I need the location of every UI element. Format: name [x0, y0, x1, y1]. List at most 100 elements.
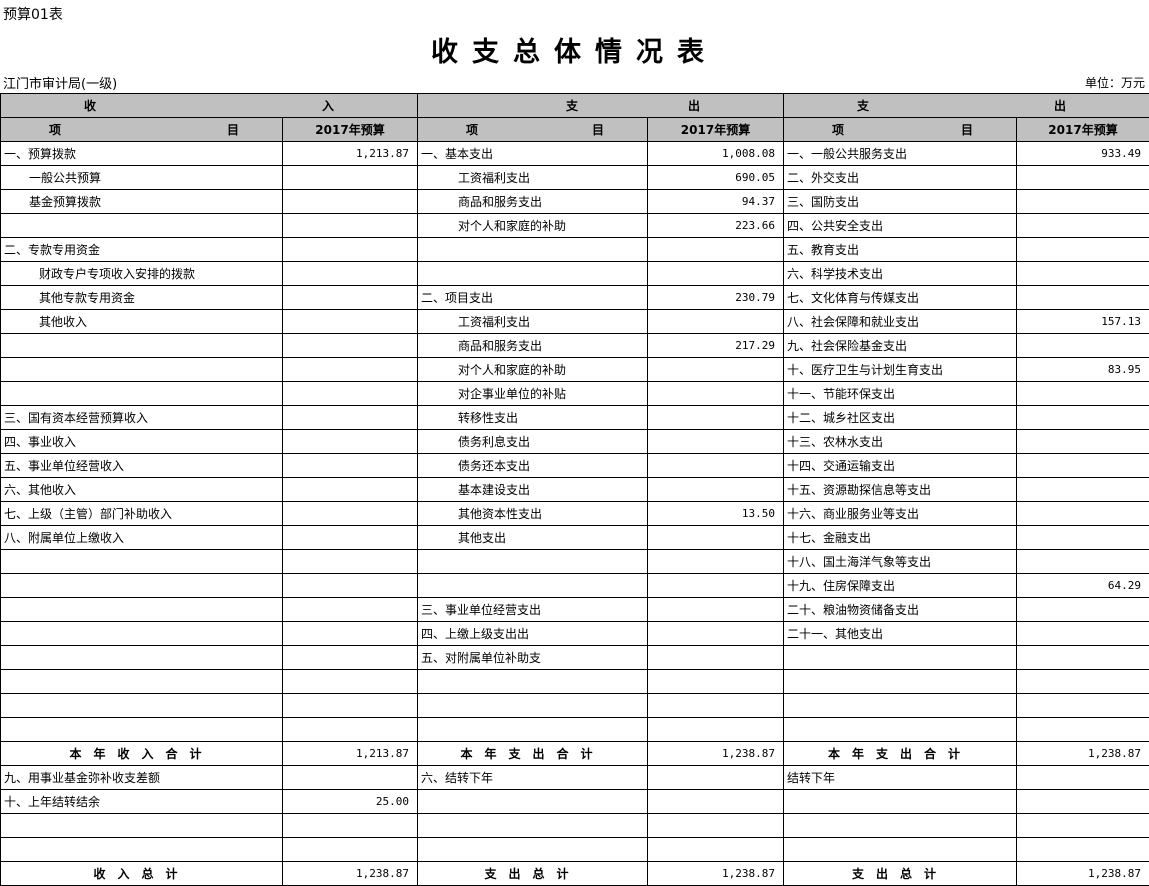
- item-label-cell: [418, 814, 648, 838]
- budget-value-cell: [648, 790, 784, 814]
- budget-value-cell: [283, 430, 418, 454]
- item-label-cell: 结转下年: [784, 766, 1017, 790]
- form-code: 预算01表: [3, 4, 63, 24]
- budget-value-cell: 157.13: [1017, 310, 1149, 334]
- budget-value-cell: [1017, 598, 1149, 622]
- budget-value-cell: 1,213.87: [283, 142, 418, 166]
- item-label-cell: 十、上年结转结余: [1, 790, 283, 814]
- budget-value-cell: [648, 406, 784, 430]
- table-row: 四、事业收入债务利息支出十三、农林水支出: [1, 430, 1149, 454]
- item-label-cell: [418, 574, 648, 598]
- item-label-cell: [1, 622, 283, 646]
- item-label-cell: 债务利息支出: [418, 430, 648, 454]
- item-label-cell: 工资福利支出: [418, 310, 648, 334]
- budget-value-cell: [648, 814, 784, 838]
- budget-value-cell: [648, 694, 784, 718]
- item-label-cell: 其他支出: [418, 526, 648, 550]
- item-label-cell: 转移性支出: [418, 406, 648, 430]
- page-title: 收支总体情况表: [0, 30, 1149, 69]
- item-label-cell: [784, 670, 1017, 694]
- budget-value-cell: [648, 358, 784, 382]
- item-label-cell: 本年支出合计: [418, 742, 648, 766]
- item-header: 项目: [418, 118, 648, 142]
- budget-value-cell: [1017, 478, 1149, 502]
- group-header-row: 收入 支出 支出: [1, 94, 1149, 118]
- item-label-cell: 债务还本支出: [418, 454, 648, 478]
- budget-header: 2017年预算: [1017, 118, 1149, 142]
- budget-value-cell: 1,238.87: [1017, 862, 1149, 886]
- budget-value-cell: [648, 310, 784, 334]
- budget-value-cell: [283, 286, 418, 310]
- item-label-cell: 四、上缴上级支出出: [418, 622, 648, 646]
- item-label-cell: 六、其他收入: [1, 478, 283, 502]
- budget-value-cell: [648, 430, 784, 454]
- budget-value-cell: 1,238.87: [648, 862, 784, 886]
- budget-value-cell: [283, 454, 418, 478]
- budget-value-cell: [1017, 790, 1149, 814]
- item-label-cell: 八、附属单位上缴收入: [1, 526, 283, 550]
- budget-value-cell: [283, 478, 418, 502]
- budget-value-cell: [1017, 694, 1149, 718]
- item-label-cell: 十四、交通运输支出: [784, 454, 1017, 478]
- budget-value-cell: 1,238.87: [1017, 742, 1149, 766]
- item-label-cell: 十六、商业服务业等支出: [784, 502, 1017, 526]
- item-label-cell: [1, 646, 283, 670]
- budget-value-cell: [283, 238, 418, 262]
- budget-value-cell: [283, 646, 418, 670]
- table-row: 五、对附属单位补助支: [1, 646, 1149, 670]
- budget-value-cell: [283, 766, 418, 790]
- item-label-cell: 五、对附属单位补助支: [418, 646, 648, 670]
- budget-value-cell: [648, 382, 784, 406]
- item-label-cell: [418, 262, 648, 286]
- budget-value-cell: [1017, 190, 1149, 214]
- budget-value-cell: [283, 598, 418, 622]
- budget-value-cell: 13.50: [648, 502, 784, 526]
- item-label-cell: [784, 838, 1017, 862]
- item-label-cell: [418, 238, 648, 262]
- budget-value-cell: [648, 478, 784, 502]
- item-label-cell: 六、科学技术支出: [784, 262, 1017, 286]
- item-label-cell: 工资福利支出: [418, 166, 648, 190]
- budget-value-cell: [1017, 550, 1149, 574]
- budget-value-cell: [1017, 262, 1149, 286]
- budget-value-cell: 64.29: [1017, 574, 1149, 598]
- table-row: 二、专款专用资金五、教育支出: [1, 238, 1149, 262]
- budget-value-cell: [1017, 286, 1149, 310]
- table-row: [1, 838, 1149, 862]
- item-label-cell: 十八、国土海洋气象等支出: [784, 550, 1017, 574]
- item-label-cell: 其他收入: [1, 310, 283, 334]
- budget-value-cell: [1017, 502, 1149, 526]
- item-label-cell: 对个人和家庭的补助: [418, 358, 648, 382]
- item-label-cell: 支出总计: [784, 862, 1017, 886]
- budget-value-cell: [283, 670, 418, 694]
- item-label-cell: [1, 694, 283, 718]
- budget-value-cell: 230.79: [648, 286, 784, 310]
- item-label-cell: 基金预算拨款: [1, 190, 283, 214]
- budget-value-cell: [1017, 670, 1149, 694]
- item-label-cell: [1, 334, 283, 358]
- item-label-cell: 七、上级（主管）部门补助收入: [1, 502, 283, 526]
- table-row: 财政专户专项收入安排的拨款六、科学技术支出: [1, 262, 1149, 286]
- budget-value-cell: [283, 574, 418, 598]
- budget-value-cell: [1017, 382, 1149, 406]
- budget-header: 2017年预算: [283, 118, 418, 142]
- budget-value-cell: [283, 334, 418, 358]
- item-label-cell: 本年收入合计: [1, 742, 283, 766]
- item-label-cell: [1, 598, 283, 622]
- item-label-cell: [784, 814, 1017, 838]
- item-label-cell: [784, 646, 1017, 670]
- budget-value-cell: [648, 838, 784, 862]
- item-label-cell: 三、事业单位经营支出: [418, 598, 648, 622]
- budget-value-cell: [283, 550, 418, 574]
- item-label-cell: 一、一般公共服务支出: [784, 142, 1017, 166]
- budget-value-cell: 217.29: [648, 334, 784, 358]
- item-label-cell: 本年支出合计: [784, 742, 1017, 766]
- item-label-cell: [418, 670, 648, 694]
- budget-value-cell: [283, 262, 418, 286]
